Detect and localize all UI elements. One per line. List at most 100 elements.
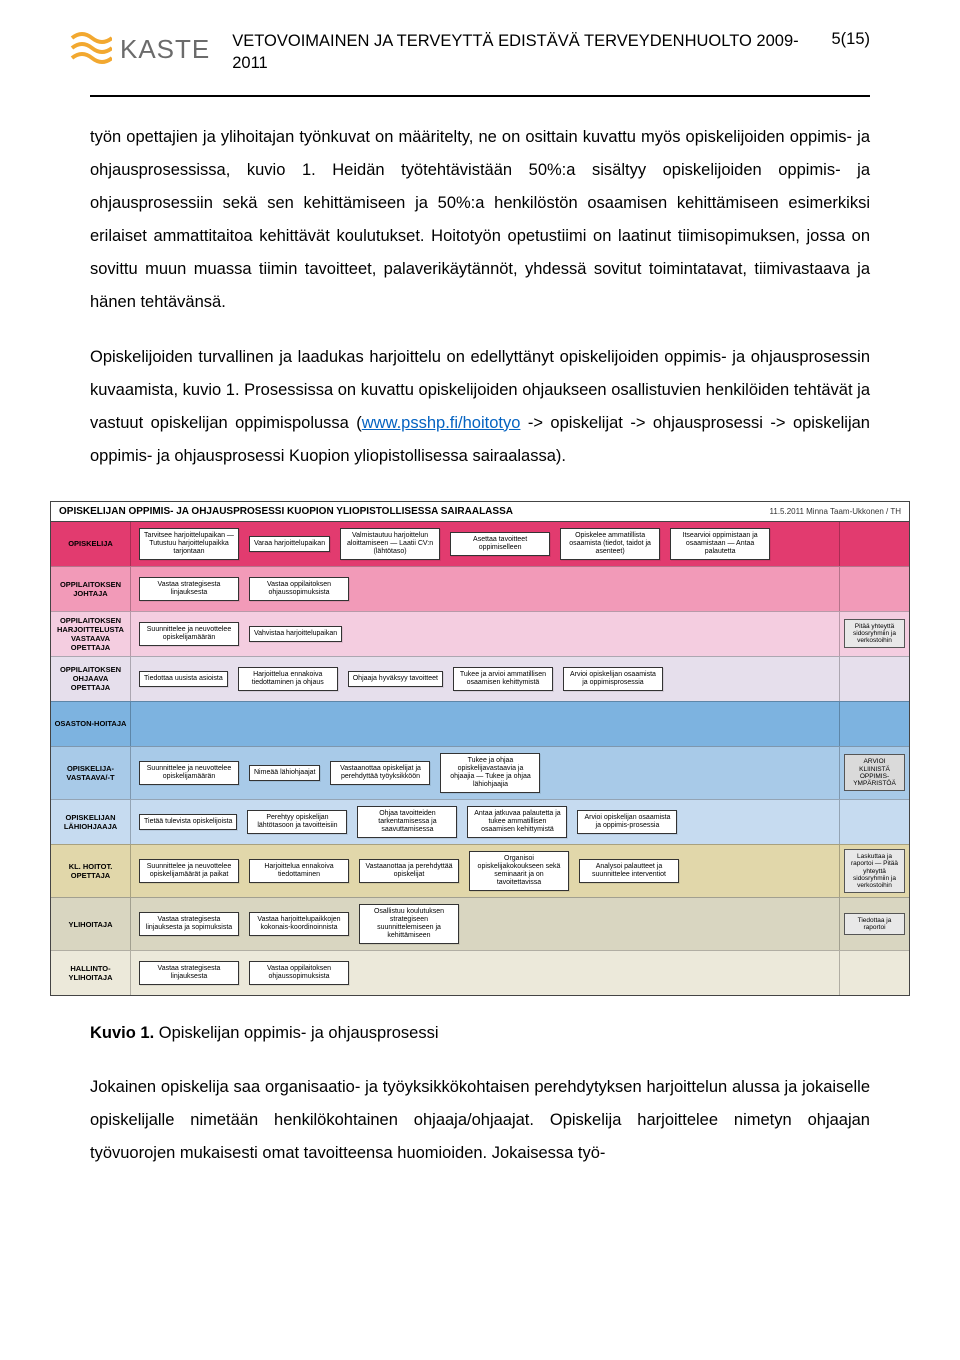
swimlane-row: OPPILAITOKSEN JOHTAJAVastaa strategisest… <box>51 566 909 611</box>
swimlane-track: Tiedottaa uusista asioista Harjoittelua e… <box>131 657 839 701</box>
process-node: Vastaa strategisesta linjauksesta ja sop… <box>139 912 239 936</box>
process-node: Opiskelee ammatillista osaamista (tiedot… <box>560 528 660 560</box>
swimlane-row: KL. HOITOT. OPETTAJA Suunnittelee ja neuv… <box>51 844 909 897</box>
swimlane-track: Tarvitsee harjoittelupaikan — Tutustuu h… <box>131 522 839 566</box>
process-node: Varaa harjoittelupaikan <box>249 536 330 552</box>
swimlane-right: Pitää yhteyttä sidosryhmiin ja verkostoi… <box>839 612 909 656</box>
swimlane-row: HALLINTO-YLIHOITAJAVastaa strategisesta … <box>51 950 909 995</box>
swimlane-right <box>839 702 909 746</box>
process-node: Organisoi opiskelijakokoukseen sekä semi… <box>469 851 569 891</box>
swimlane-track: Vastaa strategisesta linjauksesta Vastaa … <box>131 951 839 995</box>
swimlane-row: OSASTON-HOITAJA <box>51 701 909 746</box>
process-node: Suunnittelee ja neuvottelee opiskelijamä… <box>139 622 239 646</box>
paragraph-3: Jokainen opiskelija saa organisaatio- ja… <box>90 1071 870 1170</box>
swimlane-row: OPISKELIJAN LÄHIOHJAAJATietää tulevista … <box>51 799 909 844</box>
process-node: Tiedottaa uusista asioista <box>139 671 228 687</box>
swimlane-label: OPISKELIJA <box>51 522 131 566</box>
swimlane-right: Laskuttaa ja raportoi — Pitää yhteyttä s… <box>839 845 909 897</box>
process-node: Antaa jatkuvaa palautetta ja tukee ammat… <box>467 806 567 838</box>
swimlane-track: Suunnittelee ja neuvottelee opiskelijamä… <box>131 845 839 897</box>
swimlane-label: OPPILAITOKSEN HARJOITTELUSTA VASTAAVA OP… <box>51 612 131 656</box>
body-text: työn opettajien ja ylihoitajan työnkuvat… <box>0 121 960 473</box>
process-right-node: Tiedottaa ja raportoi <box>844 913 905 935</box>
process-node: Tukee ja arvioi ammatillisen osaamisen k… <box>453 667 553 691</box>
paragraph-2: Opiskelijoiden turvallinen ja laadukas h… <box>90 341 870 473</box>
swimlane-right <box>839 800 909 844</box>
swimlane-label: OPPILAITOKSEN JOHTAJA <box>51 567 131 611</box>
process-node: Suunnittelee ja neuvottelee opiskelijamä… <box>139 761 239 785</box>
swimlane-right <box>839 522 909 566</box>
chart-title: OPISKELIJAN OPPIMIS- JA OHJAUSPROSESSI K… <box>59 506 513 517</box>
process-node: Valmistautuu harjoittelun aloittamiseen … <box>340 528 440 560</box>
chart-header: OPISKELIJAN OPPIMIS- JA OHJAUSPROSESSI K… <box>51 502 909 522</box>
swimlane-row: OPPILAITOKSEN OHJAAVA OPETTAJATiedottaa … <box>51 656 909 701</box>
chart-lanes: OPISKELIJATarvitsee harjoittelupaikan — … <box>51 522 909 996</box>
process-node: Itsearvioi oppimistaan ja osaamistaan — … <box>670 528 770 560</box>
process-node: Ohjaa tavoitteiden tarkentamisessa ja sa… <box>357 806 457 838</box>
page-header: KASTE VETOVOIMAINEN JA TERVEYTTÄ EDISTÄV… <box>0 0 960 85</box>
figure-text: Opiskelijan oppimis- ja ohjausprosessi <box>154 1024 438 1042</box>
process-right-end-label: ARVIOI KLIINISTÄ OPPIMIS-YMPÄRISTÖÄ <box>844 754 905 791</box>
logo-wave-icon <box>70 28 112 70</box>
process-node: Harjoittelua ennakoiva tiedottaminen <box>249 859 349 883</box>
swimlane-row: OPISKELIJA-VASTAAVA/-T Suunnittelee ja ne… <box>51 746 909 799</box>
figure-caption: Kuvio 1. Opiskelijan oppimis- ja ohjausp… <box>0 1024 960 1043</box>
page-number: 5(15) <box>831 28 870 49</box>
swimlane-track <box>131 702 839 746</box>
process-node: Asettaa tavoitteet oppimiselleen <box>450 532 550 556</box>
swimlane-label: OSASTON-HOITAJA <box>51 702 131 746</box>
chart-date: 11.5.2011 Minna Taam-Ukkonen / TH <box>770 507 901 516</box>
process-right-node: Pitää yhteyttä sidosryhmiin ja verkostoi… <box>844 619 905 648</box>
process-node: Vastaa strategisesta linjauksesta <box>139 577 239 601</box>
process-node: Ohjaaja hyväksyy tavoitteet <box>348 671 443 687</box>
swimlane-track: Tietää tulevista opiskelijoista Perehtyy … <box>131 800 839 844</box>
swimlane-label: OPPILAITOKSEN OHJAAVA OPETTAJA <box>51 657 131 701</box>
process-node: Harjoittelua ennakoiva tiedottaminen ja … <box>238 667 338 691</box>
swimlane-label: HALLINTO-YLIHOITAJA <box>51 951 131 995</box>
process-node: Arvioi opiskelijan osaamista ja oppimisp… <box>563 667 663 691</box>
swimlane-right <box>839 657 909 701</box>
process-swimlane-chart: OPISKELIJAN OPPIMIS- JA OHJAUSPROSESSI K… <box>50 501 910 997</box>
figure-label: Kuvio 1. <box>90 1024 154 1042</box>
swimlane-row: OPISKELIJATarvitsee harjoittelupaikan — … <box>51 522 909 566</box>
paragraph-1: työn opettajien ja ylihoitajan työnkuvat… <box>90 121 870 319</box>
swimlane-track: Vastaa strategisesta linjauksesta ja sop… <box>131 898 839 950</box>
swimlane-track: Suunnittelee ja neuvottelee opiskelijamä… <box>131 612 839 656</box>
swimlane-row: OPPILAITOKSEN HARJOITTELUSTA VASTAAVA OP… <box>51 611 909 656</box>
process-node: Tietää tulevista opiskelijoista <box>139 814 237 830</box>
header-rule <box>90 95 870 97</box>
swimlane-right <box>839 567 909 611</box>
swimlane-right <box>839 951 909 995</box>
process-node: Tukee ja ohjaa opiskelijavastaavia ja oh… <box>440 753 540 793</box>
process-node: Arvioi opiskelijan osaamista ja oppimis-… <box>577 810 677 834</box>
process-node: Perehtyy opiskelijan lähtötasoon ja tavo… <box>247 810 347 834</box>
swimlane-track: Suunnittelee ja neuvottelee opiskelijamä… <box>131 747 839 799</box>
swimlane-label: YLIHOITAJA <box>51 898 131 950</box>
process-node: Vastaa oppilaitoksen ohjaussopimuksista <box>249 577 349 601</box>
swimlane-right: ARVIOI KLIINISTÄ OPPIMIS-YMPÄRISTÖÄ <box>839 747 909 799</box>
process-right-node: Laskuttaa ja raportoi — Pitää yhteyttä s… <box>844 849 905 893</box>
process-node: Analysoi palautteet ja suunnittelee inte… <box>579 859 679 883</box>
swimlane-track: Vastaa strategisesta linjauksesta Vastaa … <box>131 567 839 611</box>
process-node: Osallistuu koulutuksen strategiseen suun… <box>359 904 459 944</box>
process-node: Suunnittelee ja neuvottelee opiskelijamä… <box>139 859 239 883</box>
swimlane-label: OPISKELIJA-VASTAAVA/-T <box>51 747 131 799</box>
logo: KASTE <box>70 28 210 70</box>
process-node: Tarvitsee harjoittelupaikan — Tutustuu h… <box>139 528 239 560</box>
process-node: Vahvistaa harjoittelupaikan <box>249 626 342 642</box>
process-node: Vastaanottaa opiskelijat ja perehdyttää … <box>330 761 430 785</box>
process-node: Vastaa harjoittelupaikkojen kokonais-koo… <box>249 912 349 936</box>
swimlane-label: OPISKELIJAN LÄHIOHJAAJA <box>51 800 131 844</box>
process-node: Nimeää lähiohjaajat <box>249 765 320 781</box>
hoitotyo-link[interactable]: www.psshp.fi/hoitotyo <box>362 414 521 432</box>
logo-text: KASTE <box>120 34 210 65</box>
process-node: Vastaa strategisesta linjauksesta <box>139 961 239 985</box>
swimlane-row: YLIHOITAJA Vastaa strategisesta linjaukse… <box>51 897 909 950</box>
body-text-after: Jokainen opiskelija saa organisaatio- ja… <box>0 1071 960 1170</box>
process-node: Vastaanottaa ja perehdyttää opiskelijat <box>359 859 459 883</box>
process-node: Vastaa oppilaitoksen ohjaussopimuksista <box>249 961 349 985</box>
swimlane-right: Tiedottaa ja raportoi <box>839 898 909 950</box>
header-title: VETOVOIMAINEN JA TERVEYTTÄ EDISTÄVÄ TERV… <box>232 28 819 75</box>
page: KASTE VETOVOIMAINEN JA TERVEYTTÄ EDISTÄV… <box>0 0 960 1360</box>
swimlane-label: KL. HOITOT. OPETTAJA <box>51 845 131 897</box>
